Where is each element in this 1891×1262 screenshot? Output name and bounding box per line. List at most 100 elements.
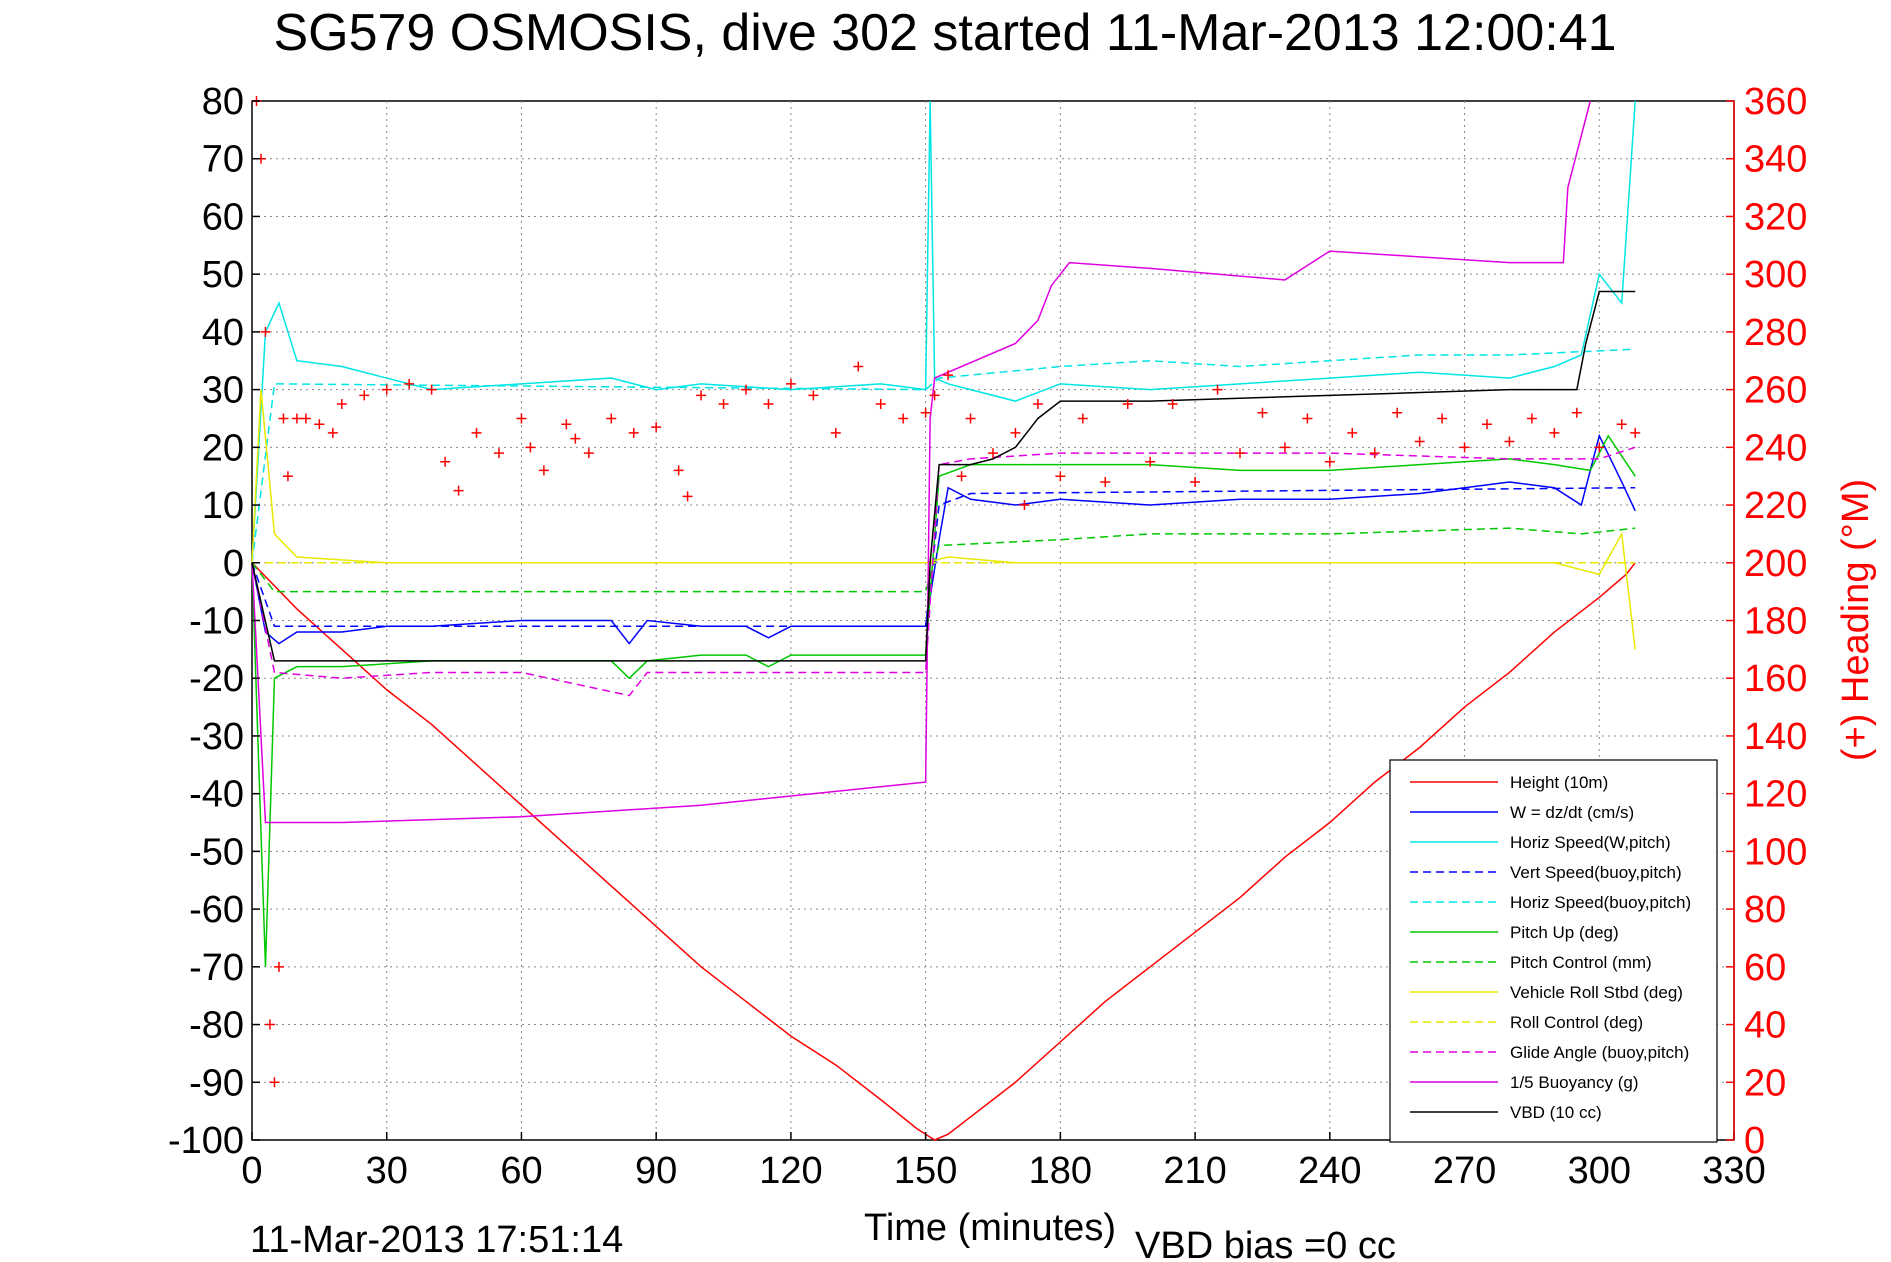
x-tick-label: 240 <box>1298 1150 1361 1192</box>
x-tick-label: 120 <box>759 1150 822 1192</box>
series-line-glide-angle-buoy-pitch <box>251 446 1636 697</box>
heading-point <box>1302 413 1313 424</box>
series-line-horiz-speed-buoy-pitch <box>251 348 1636 563</box>
y2-axis-label: (+) Heading (°M) <box>1835 479 1877 761</box>
y2-tick-label: 140 <box>1744 716 1807 758</box>
legend-label: Roll Control (deg) <box>1510 1013 1643 1032</box>
y-tick-label: -80 <box>189 1005 244 1047</box>
series-line-vbd-10-cc <box>251 290 1636 662</box>
y2-tick-label: 280 <box>1744 312 1807 354</box>
y2-tick-label: 200 <box>1744 543 1807 585</box>
heading-point <box>965 413 976 424</box>
heading-point <box>381 384 392 395</box>
heading-point <box>1504 436 1515 447</box>
y-tick-label: -30 <box>189 716 244 758</box>
heading-point <box>1369 448 1380 459</box>
y-tick-label: -100 <box>168 1120 244 1162</box>
heading-point <box>1630 427 1641 438</box>
heading-point <box>1324 456 1335 467</box>
heading-point <box>1482 419 1492 430</box>
y-tick-label: -90 <box>189 1062 244 1104</box>
heading-point <box>1019 500 1030 511</box>
heading-point <box>583 448 594 459</box>
heading-point <box>1235 448 1245 459</box>
heading-point <box>943 370 954 381</box>
heading-point <box>988 448 998 459</box>
legend-label: Pitch Control (mm) <box>1510 953 1652 972</box>
heading-point <box>741 384 751 395</box>
chart-title: SG579 OSMOSIS, dive 302 started 11-Mar-2… <box>273 4 1616 62</box>
heading-point <box>1594 442 1605 453</box>
heading-point <box>440 456 451 467</box>
heading-point <box>1122 399 1133 410</box>
timestamp-label: 11-Mar-2013 17:51:14 <box>250 1219 623 1261</box>
y-tick-label: 10 <box>202 485 244 527</box>
x-tick-label: 150 <box>894 1150 957 1192</box>
heading-point <box>606 413 617 424</box>
heading-point <box>1032 399 1043 410</box>
series-group <box>251 100 1636 1141</box>
y2-tick-label: 60 <box>1744 947 1786 989</box>
y2-tick-label: 240 <box>1744 427 1807 469</box>
heading-point <box>830 427 841 438</box>
heading-point <box>282 471 293 482</box>
y2-tick-label: 320 <box>1744 196 1807 238</box>
y-tick-label: 80 <box>202 81 244 123</box>
series-line-pitch-up-deg <box>251 434 1636 967</box>
heading-point <box>853 361 864 372</box>
y-tick-label: -10 <box>189 601 244 643</box>
heading-point <box>561 419 572 430</box>
series-line-height-10m <box>251 562 1636 1141</box>
series-line-horiz-speed-w-pitch <box>251 100 1636 563</box>
heading-point <box>956 471 967 482</box>
y2-tick-label: 300 <box>1744 254 1807 296</box>
heading-point <box>1100 476 1111 487</box>
heading-point <box>471 427 482 438</box>
heading-point <box>359 390 370 401</box>
heading-point <box>1347 427 1358 438</box>
y-tick-label: 50 <box>202 254 244 296</box>
legend-label: Pitch Up (deg) <box>1510 923 1619 942</box>
x-axis: 0 30 60 90 120 150 180 210 240 270 300 330 <box>241 1132 1766 1192</box>
x-tick-label: 270 <box>1433 1150 1496 1192</box>
plot-area <box>251 96 1735 1141</box>
heading-point <box>426 384 437 395</box>
heading-point <box>673 465 684 476</box>
heading-point <box>516 413 527 424</box>
heading-point <box>1212 384 1223 395</box>
y2-tick-label: 220 <box>1744 485 1807 527</box>
heading-point <box>1459 442 1470 453</box>
x-tick-label: 90 <box>635 1150 677 1192</box>
y2-tick-label: 260 <box>1744 370 1807 412</box>
x-tick-label: 180 <box>1029 1150 1092 1192</box>
heading-point <box>453 485 464 496</box>
x-tick-label: 300 <box>1568 1150 1631 1192</box>
heading-point <box>1571 407 1582 418</box>
heading-point <box>682 491 693 502</box>
legend-label: Glide Angle (buoy,pitch) <box>1510 1043 1689 1062</box>
heading-point <box>278 413 289 424</box>
x-tick-label: 60 <box>500 1150 542 1192</box>
heading-point <box>1145 456 1156 467</box>
series-line-vert-speed-buoy-pitch <box>251 486 1636 628</box>
heading-point <box>1077 413 1088 424</box>
heading-point <box>1257 407 1268 418</box>
heading-point <box>696 390 707 401</box>
heading-point <box>898 413 909 424</box>
heading-point <box>1190 476 1201 487</box>
heading-point <box>269 1077 280 1088</box>
y-axis-right: 3603403203002802602402202001801601401201… <box>1726 81 1807 1162</box>
heading-point <box>570 433 581 444</box>
legend-label: Vert Speed(buoy,pitch) <box>1510 863 1682 882</box>
x-axis-label: Time (minutes) <box>864 1207 1116 1249</box>
heading-point <box>651 422 662 433</box>
y-tick-label: 60 <box>202 196 244 238</box>
heading-point <box>525 442 536 453</box>
y2-tick-label: 340 <box>1744 139 1807 181</box>
heading-point <box>929 390 940 401</box>
heading-point <box>291 413 302 424</box>
y-tick-label: 70 <box>202 139 244 181</box>
y2-tick-label: 80 <box>1744 889 1786 931</box>
y-tick-label: -70 <box>189 947 244 989</box>
